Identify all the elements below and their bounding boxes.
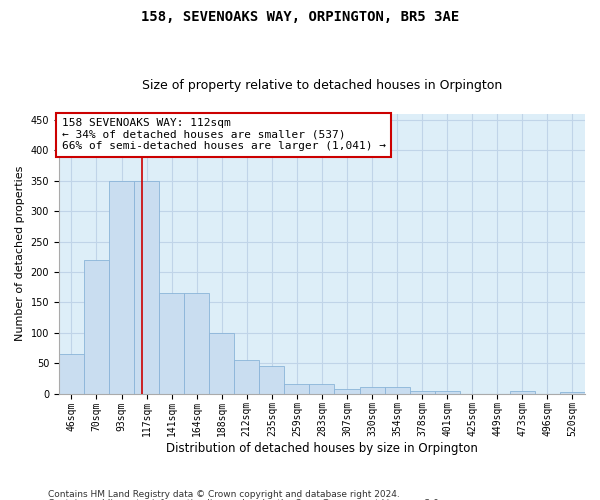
Bar bbox=[159, 294, 184, 394]
Text: 158 SEVENOAKS WAY: 112sqm
← 34% of detached houses are smaller (537)
66% of semi: 158 SEVENOAKS WAY: 112sqm ← 34% of detac… bbox=[62, 118, 386, 152]
Text: Contains HM Land Registry data © Crown copyright and database right 2024.: Contains HM Land Registry data © Crown c… bbox=[48, 490, 400, 499]
Bar bbox=[310, 384, 334, 394]
Bar bbox=[560, 392, 585, 394]
Bar bbox=[184, 294, 209, 394]
Bar bbox=[410, 390, 434, 394]
Bar bbox=[334, 388, 359, 394]
Title: Size of property relative to detached houses in Orpington: Size of property relative to detached ho… bbox=[142, 79, 502, 92]
Bar bbox=[434, 390, 460, 394]
Bar bbox=[510, 390, 535, 394]
Text: 158, SEVENOAKS WAY, ORPINGTON, BR5 3AE: 158, SEVENOAKS WAY, ORPINGTON, BR5 3AE bbox=[141, 10, 459, 24]
Text: Contains public sector information licensed under the Open Government Licence v3: Contains public sector information licen… bbox=[48, 499, 442, 500]
Bar bbox=[234, 360, 259, 394]
Y-axis label: Number of detached properties: Number of detached properties bbox=[15, 166, 25, 342]
Bar bbox=[209, 333, 234, 394]
Bar bbox=[134, 181, 159, 394]
Bar bbox=[84, 260, 109, 394]
Bar bbox=[284, 384, 310, 394]
Bar bbox=[109, 181, 134, 394]
X-axis label: Distribution of detached houses by size in Orpington: Distribution of detached houses by size … bbox=[166, 442, 478, 455]
Bar bbox=[385, 388, 410, 394]
Bar bbox=[359, 388, 385, 394]
Bar bbox=[259, 366, 284, 394]
Bar bbox=[59, 354, 84, 394]
